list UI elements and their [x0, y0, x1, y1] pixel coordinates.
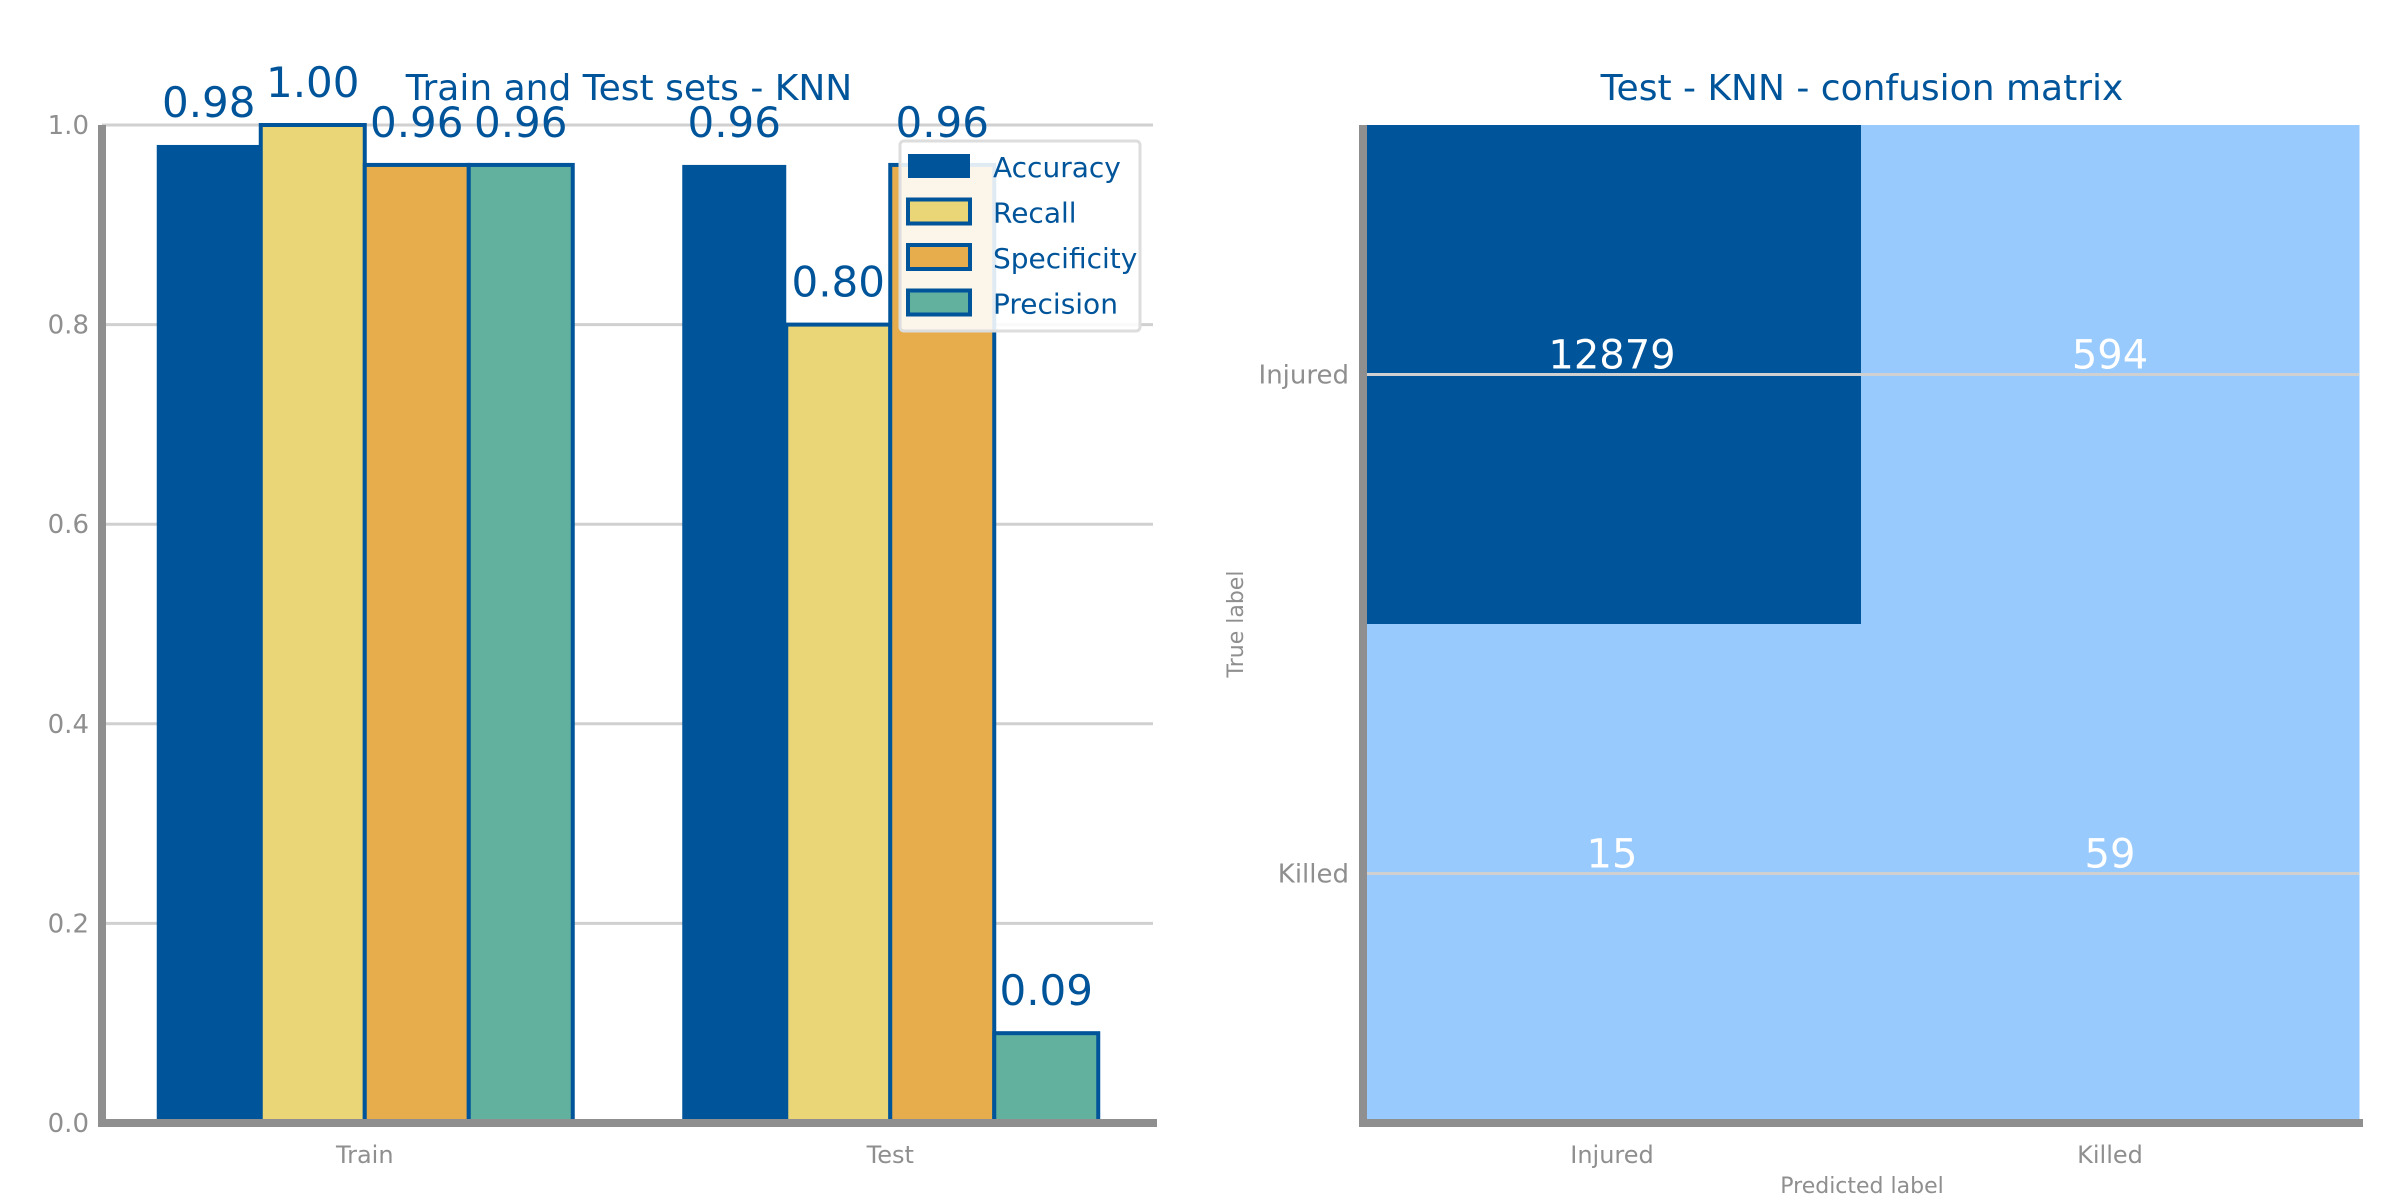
- cm-x-axis-label: Predicted label: [1780, 1174, 1943, 1199]
- value-label: 0.09: [999, 966, 1093, 1015]
- bar-recall-train: [258, 123, 367, 1125]
- legend-label-specificity: Specificity: [993, 242, 1137, 275]
- x-tick-label: Test: [866, 1141, 914, 1169]
- value-label: 0.96: [474, 98, 568, 147]
- value-label: 0.96: [895, 98, 989, 147]
- bar-specificity-train: [362, 162, 471, 1126]
- value-label: 0.96: [687, 98, 781, 147]
- legend-swatch-accuracy: [908, 154, 970, 178]
- matrix-value: 594: [2072, 333, 2148, 379]
- value-label: 0.98: [162, 78, 256, 127]
- legend-label-precision: Precision: [993, 288, 1118, 321]
- value-label: 1.00: [266, 58, 360, 107]
- matrix-value: 12879: [1548, 333, 1675, 379]
- cm-title: Test - KNN - confusion matrix: [1600, 68, 2124, 109]
- cm-y-axis-label: True label: [1224, 571, 1249, 679]
- matrix-value: 59: [2085, 832, 2136, 878]
- legend-label-recall: Recall: [993, 197, 1077, 230]
- legend-label-accuracy: Accuracy: [993, 151, 1121, 184]
- y-tick-label: Injured: [1259, 361, 1349, 391]
- legend-box: [898, 139, 1142, 333]
- legend: Accuracy Recall Specificity Precision: [898, 139, 1142, 333]
- x-tick-label: Injured: [1570, 1141, 1654, 1169]
- y-tick-label: 0.0: [48, 1109, 89, 1139]
- matrix-values: 12879 594 15 59: [1548, 333, 2148, 878]
- y-tick-label: 0.8: [48, 311, 89, 341]
- value-labels: 0.98 1.000.96 0.96 0.960.800.960.09: [162, 58, 1093, 1015]
- bar-recall-test: [784, 322, 893, 1126]
- bar-chart-title: Train and Test sets - KNN: [405, 68, 852, 109]
- y-tick-label: 0.4: [48, 710, 89, 740]
- confusion-matrix: 12879 594 15 59 Injured Killed Injured Killed…: [1224, 68, 2363, 1199]
- x-tick-labels: Injured Killed: [1570, 1141, 2143, 1169]
- bar-precision-train: [466, 162, 575, 1126]
- x-tick-label: Train: [335, 1141, 394, 1169]
- bar-chart: 0.00.20.40.60.81.0 Train Test 0.98 1.000.9…: [48, 58, 1157, 1169]
- legend-swatch-recall: [906, 197, 972, 226]
- y-tick-label: 0.2: [48, 909, 89, 939]
- bar-accuracy-train: [156, 144, 261, 1123]
- matrix-gridlines: [1363, 373, 2359, 875]
- legend-swatch-specificity: [906, 243, 972, 271]
- value-label: 0.80: [791, 258, 885, 307]
- matrix-cells: [1363, 125, 2360, 1124]
- y-tick-labels: Injured Killed: [1259, 361, 1349, 890]
- x-tick-label: Killed: [2077, 1141, 2143, 1169]
- y-tick-label: 1.0: [48, 111, 89, 141]
- y-tick-label: 0.6: [48, 510, 89, 540]
- y-tick-labels: 0.0 0.2 0.4 0.6 0.8 1.0: [48, 111, 89, 1139]
- value-label: 0.96: [370, 98, 464, 147]
- y-tick-label: Killed: [1278, 860, 1349, 890]
- x-tick-labels: Train Test: [335, 1141, 914, 1169]
- matrix-value: 15: [1587, 832, 1638, 878]
- legend-swatch-precision: [906, 288, 972, 317]
- bar-precision-test: [992, 1031, 1101, 1126]
- bar-accuracy-test: [682, 164, 787, 1124]
